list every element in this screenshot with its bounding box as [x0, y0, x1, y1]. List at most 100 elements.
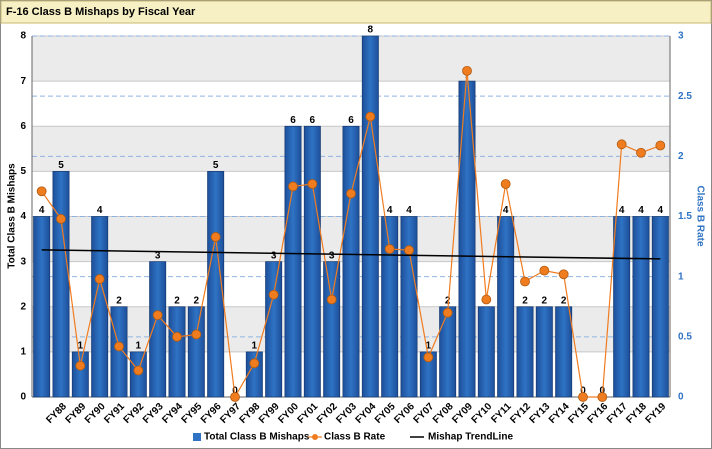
- y-tick-label: 4: [20, 211, 26, 222]
- bar-value-label: 1: [426, 341, 432, 352]
- bar: [52, 171, 70, 398]
- bar-value-label: 4: [503, 205, 509, 216]
- y2-tick-label: 3: [678, 31, 684, 42]
- bar-value-label: 8: [368, 25, 374, 36]
- bar-value-label: 4: [638, 205, 644, 216]
- rate-marker: [172, 331, 182, 342]
- rate-marker: [597, 392, 608, 402]
- rate-marker: [636, 147, 646, 158]
- rate-marker: [539, 265, 550, 276]
- rate-marker: [462, 65, 472, 76]
- rate-marker: [56, 214, 66, 224]
- rate-marker: [114, 341, 124, 352]
- rate-marker: [191, 329, 202, 340]
- bar-value-label: 5: [58, 160, 64, 171]
- bar: [516, 306, 534, 398]
- bar-value-label: 2: [116, 295, 122, 306]
- bar: [110, 306, 128, 398]
- bar-value-label: 6: [290, 115, 296, 126]
- bar: [33, 216, 51, 398]
- bar: [613, 216, 631, 398]
- rate-marker: [481, 294, 492, 305]
- bar: [381, 216, 399, 398]
- y2-tick-label: 2.5: [678, 91, 692, 102]
- bar-value-label: 4: [406, 205, 412, 216]
- bar-value-label: 2: [542, 295, 548, 306]
- bar-value-label: 4: [387, 205, 393, 216]
- rate-marker: [210, 232, 221, 242]
- y-tick-label: 6: [20, 121, 26, 132]
- y-tick-label: 7: [20, 76, 26, 87]
- rate-marker: [75, 360, 86, 371]
- rate-marker: [346, 188, 356, 199]
- bar: [187, 306, 205, 398]
- y-tick-label: 1: [20, 347, 26, 358]
- plot-band: [32, 36, 670, 82]
- bar: [477, 306, 495, 398]
- rate-marker: [152, 310, 163, 321]
- title-bar: [0, 0, 712, 24]
- bar: [149, 261, 167, 398]
- bar-value-label: 2: [561, 295, 567, 306]
- rate-marker: [133, 365, 144, 376]
- y-tick-label: 3: [20, 256, 26, 267]
- y2-tick-label: 1.5: [678, 211, 692, 222]
- rate-marker: [655, 140, 666, 151]
- bar: [168, 306, 186, 398]
- chart-title: F-16 Class B Mishaps by Fiscal Year: [6, 6, 196, 18]
- bar: [71, 351, 89, 398]
- bar-value-label: 1: [252, 341, 258, 352]
- bar: [632, 216, 650, 398]
- bar-value-label: 2: [174, 295, 180, 306]
- bar-value-label: 5: [213, 160, 219, 171]
- bar-value-label: 0: [232, 386, 238, 397]
- legend-label: Class B Rate: [324, 432, 386, 443]
- rate-marker: [94, 274, 105, 284]
- legend-swatch: [312, 434, 318, 440]
- bar: [651, 216, 669, 398]
- bar-value-label: 4: [619, 205, 625, 216]
- bar: [303, 125, 321, 398]
- bar: [207, 171, 225, 398]
- rate-marker: [268, 289, 279, 300]
- bar: [323, 261, 341, 398]
- rate-marker: [365, 111, 376, 122]
- rate-marker: [36, 186, 47, 197]
- bar: [497, 216, 515, 398]
- rate-marker: [230, 392, 240, 402]
- bar-value-label: 2: [522, 295, 528, 306]
- y-axis-label: Total Class B Mishaps: [7, 163, 18, 269]
- bar-value-label: 2: [194, 295, 200, 306]
- bar-value-label: 4: [97, 205, 103, 216]
- rate-marker: [616, 139, 627, 150]
- rate-marker: [384, 244, 395, 254]
- legend-label: Mishap TrendLine: [428, 432, 513, 443]
- rate-marker: [423, 352, 434, 363]
- bar-value-label: 0: [580, 386, 586, 397]
- rate-marker: [520, 276, 530, 287]
- bar: [361, 35, 379, 398]
- bar-value-label: 4: [658, 205, 664, 216]
- bar-value-label: 2: [445, 295, 451, 306]
- rate-marker: [249, 358, 260, 369]
- trendline: [41, 249, 661, 260]
- bar: [555, 306, 573, 398]
- rate-marker: [307, 179, 318, 189]
- y-tick-label: 8: [20, 31, 26, 42]
- y2-tick-label: 0: [678, 392, 684, 403]
- bar: [265, 261, 283, 398]
- bar-value-label: 3: [271, 250, 277, 261]
- y2-tick-label: 0.5: [678, 331, 692, 342]
- bar: [419, 351, 437, 398]
- rate-marker: [404, 245, 414, 256]
- bar: [400, 216, 418, 398]
- rate-marker: [326, 294, 337, 305]
- legend-swatch: [193, 433, 201, 441]
- rate-marker: [578, 392, 588, 402]
- bar: [458, 80, 476, 398]
- rate-marker: [288, 181, 298, 192]
- y2-tick-label: 2: [678, 151, 684, 162]
- bar-value-label: 6: [310, 115, 316, 126]
- bar: [284, 125, 302, 398]
